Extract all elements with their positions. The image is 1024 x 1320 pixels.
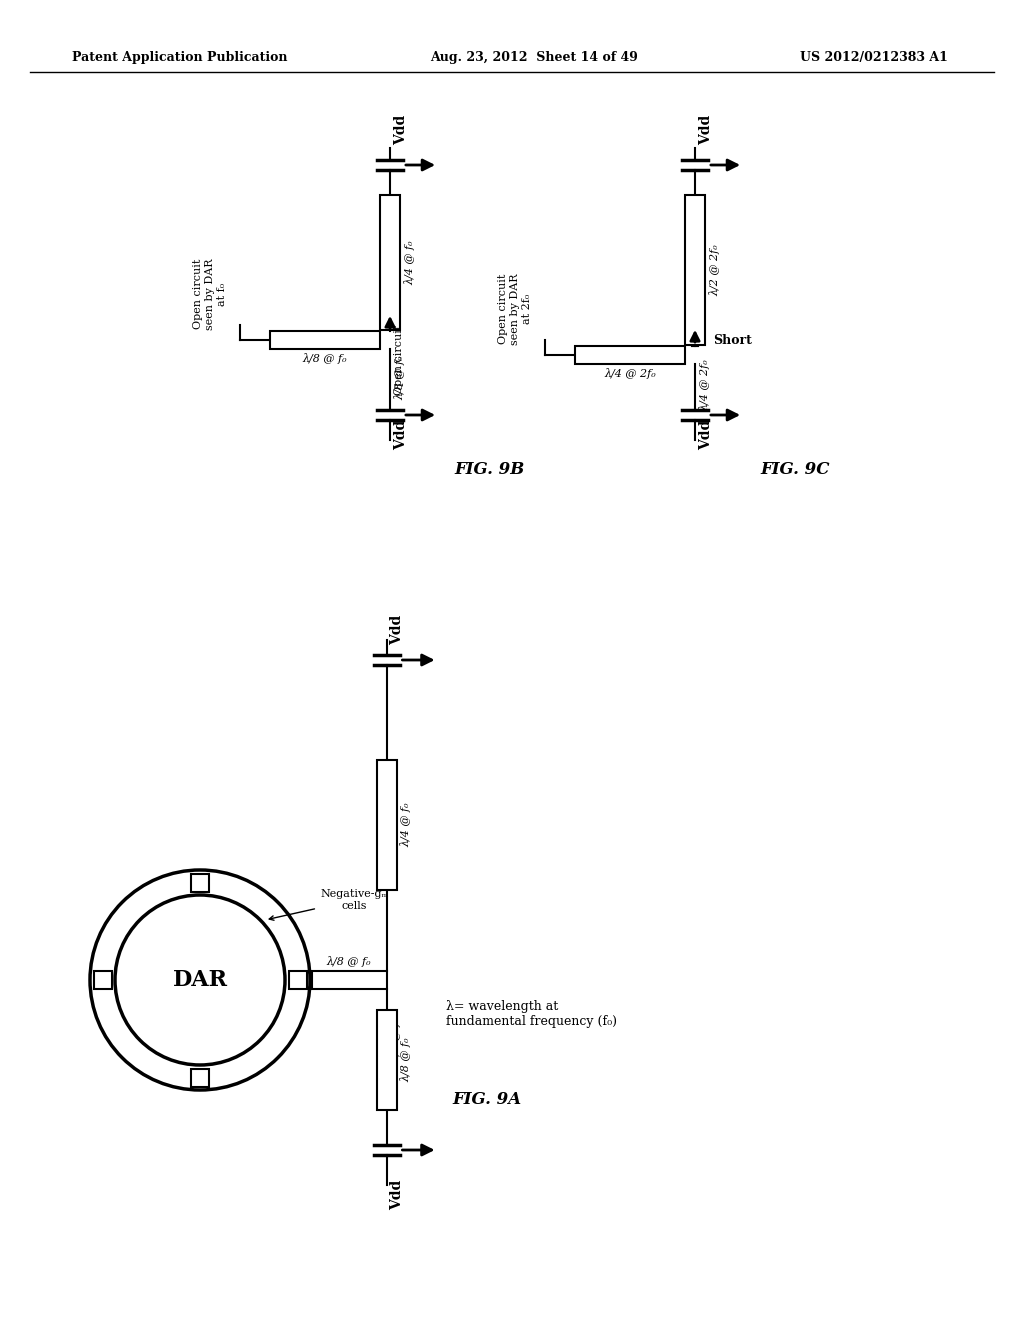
Text: Patent Application Publication: Patent Application Publication [72,51,288,65]
Bar [289,972,306,989]
Text: λ/8 @ f₀: λ/8 @ f₀ [303,352,347,364]
Text: λ/4 @ 2f₀: λ/4 @ 2f₀ [699,359,710,411]
Text: Vdd: Vdd [390,1180,404,1210]
Text: λ/4 @ f₀: λ/4 @ f₀ [404,240,415,285]
Text: λ/4 @ 2f₀: λ/4 @ 2f₀ [604,368,656,379]
Text: λ/8 @ f₀: λ/8 @ f₀ [327,956,372,968]
Text: λ= wavelength at
fundamental frequency (f₀): λ= wavelength at fundamental frequency (… [446,1001,617,1028]
Text: FIG. 9A: FIG. 9A [452,1092,521,1109]
Text: Vdd: Vdd [394,115,408,145]
Text: Vdd: Vdd [394,420,408,450]
Bar [377,760,396,890]
Text: λ/2 @ 2f₀: λ/2 @ 2f₀ [709,244,720,296]
Text: Open circuit
seen by DAR
at f₀: Open circuit seen by DAR at f₀ [194,259,226,330]
Text: λ/4 @ f₀: λ/4 @ f₀ [400,803,412,847]
Text: Vdd: Vdd [699,115,713,145]
Text: λ/8 @ f₀: λ/8 @ f₀ [390,1018,401,1061]
Bar [93,972,112,989]
Text: Open circuit
seen by DAR
at 2f₀: Open circuit seen by DAR at 2f₀ [499,273,531,345]
Text: FIG. 9C: FIG. 9C [760,462,829,479]
Text: Negative-gₘ
cells: Negative-gₘ cells [269,890,388,920]
Text: Open circuit: Open circuit [394,325,404,395]
Bar [380,195,400,330]
Bar [191,1068,209,1086]
Bar [191,874,209,891]
Bar [685,195,705,345]
Text: DAR: DAR [172,969,227,991]
Bar [270,331,380,348]
Bar [377,1010,396,1110]
Bar [575,346,685,364]
Text: US 2012/0212383 A1: US 2012/0212383 A1 [800,51,948,65]
Text: Aug. 23, 2012  Sheet 14 of 49: Aug. 23, 2012 Sheet 14 of 49 [430,51,638,65]
Text: Vdd: Vdd [699,420,713,450]
Text: λ/8 @ f₀: λ/8 @ f₀ [394,355,406,400]
Bar [311,972,386,989]
Text: λ/8 @ f₀: λ/8 @ f₀ [400,1038,412,1082]
Text: FIG. 9B: FIG. 9B [455,462,525,479]
Text: Vdd: Vdd [390,615,404,645]
Text: Short: Short [713,334,752,346]
